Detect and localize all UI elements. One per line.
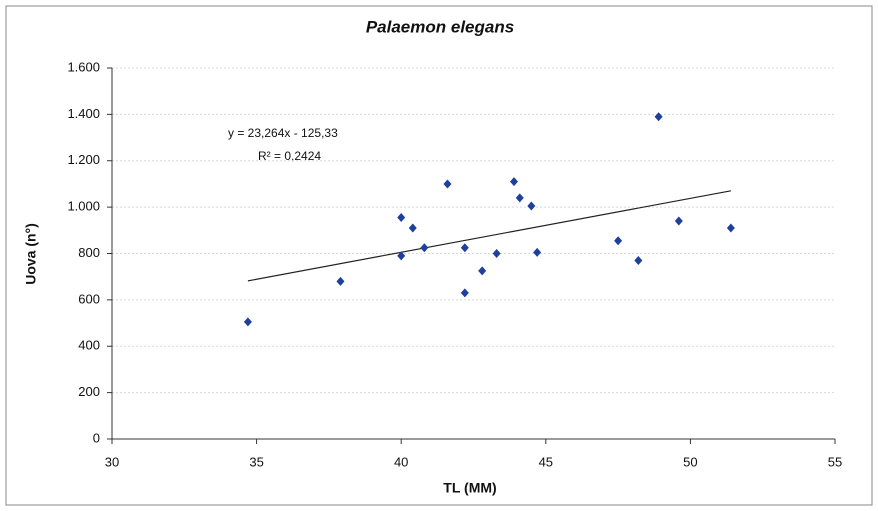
data-point — [460, 288, 469, 298]
y-tick-label: 400 — [78, 338, 100, 353]
data-point — [674, 216, 683, 226]
data-point — [515, 193, 524, 203]
data-point — [408, 223, 417, 233]
data-point — [527, 201, 536, 211]
y-tick-label: 600 — [78, 291, 100, 306]
data-point — [533, 247, 542, 257]
data-point — [397, 251, 406, 261]
y-tick-label: 800 — [78, 245, 100, 260]
data-point — [726, 223, 735, 233]
data-point — [443, 179, 452, 189]
data-point — [654, 112, 663, 122]
y-tick-label: 1.000 — [67, 199, 100, 214]
data-point — [420, 243, 429, 253]
trendline — [247, 190, 731, 282]
x-axis-title: TL (MM) — [443, 480, 496, 496]
chart-frame — [5, 5, 873, 506]
trend-r-squared: R² = 0,2424 — [258, 149, 321, 163]
y-axis-title: Uova (n°) — [23, 223, 39, 285]
x-tick-label: 40 — [394, 454, 408, 469]
data-point — [492, 249, 501, 258]
y-tick-label: 1.600 — [67, 59, 100, 74]
data-point — [397, 213, 406, 223]
x-tick-label: 35 — [249, 454, 263, 469]
data-point — [509, 177, 518, 187]
y-tick-label: 1.200 — [67, 152, 100, 167]
x-tick-label: 45 — [539, 454, 553, 469]
data-point — [243, 317, 252, 327]
x-tick-label: 30 — [105, 454, 119, 469]
data-point — [460, 243, 469, 253]
y-tick-label: 200 — [78, 384, 100, 399]
y-tick-label: 1.400 — [67, 106, 100, 121]
data-point — [614, 236, 623, 246]
chart-title: Palaemon elegans — [366, 17, 514, 36]
y-tick-label: 0 — [93, 430, 100, 445]
data-point — [336, 276, 345, 286]
data-point — [634, 255, 643, 265]
x-tick-label: 50 — [683, 454, 697, 469]
x-tick-label: 55 — [828, 454, 842, 469]
data-point — [478, 266, 487, 276]
trend-equation: y = 23,264x - 125,33 — [228, 126, 338, 140]
